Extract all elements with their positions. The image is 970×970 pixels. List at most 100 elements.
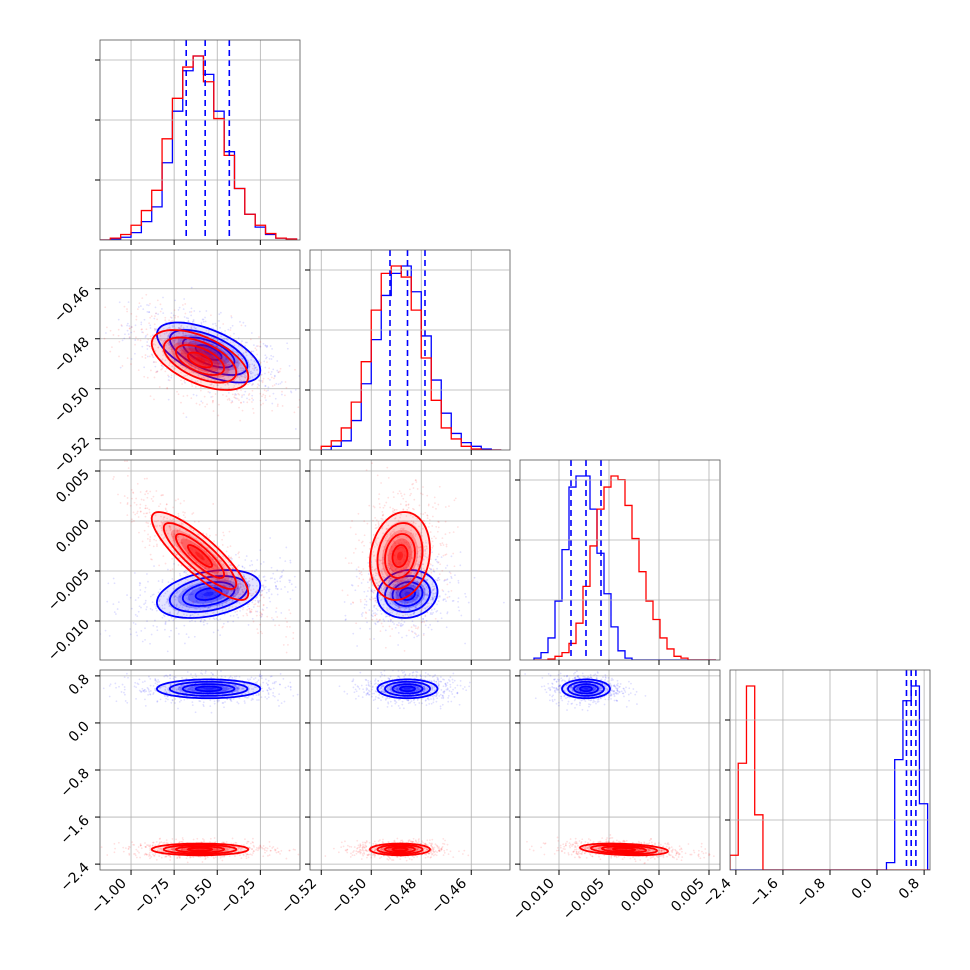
scatter-point bbox=[378, 585, 381, 587]
scatter-point bbox=[398, 582, 401, 585]
scatter-point bbox=[389, 568, 391, 570]
scatter-point bbox=[166, 351, 169, 354]
scatter-point bbox=[212, 410, 215, 412]
scatter-point bbox=[145, 293, 148, 296]
scatter-point bbox=[231, 401, 234, 403]
scatter-point bbox=[192, 357, 195, 360]
scatter-point bbox=[392, 585, 395, 588]
scatter-point bbox=[214, 351, 216, 354]
scatter-point bbox=[158, 604, 160, 606]
scatter-point bbox=[146, 620, 148, 623]
scatter-point bbox=[447, 590, 450, 593]
scatter-point bbox=[433, 608, 436, 610]
scatter-point bbox=[189, 547, 192, 549]
scatter-point bbox=[406, 543, 408, 546]
scatter-point bbox=[213, 540, 215, 543]
scatter-point bbox=[264, 585, 267, 588]
scatter-point bbox=[391, 563, 394, 566]
scatter-point bbox=[191, 365, 194, 368]
scatter-point bbox=[286, 342, 288, 345]
scatter-point bbox=[399, 558, 402, 561]
scatter-point bbox=[262, 690, 264, 693]
scatter-point bbox=[163, 516, 166, 518]
scatter-point bbox=[408, 555, 411, 558]
scatter-point bbox=[173, 309, 176, 312]
scatter-point bbox=[123, 495, 126, 497]
scatter-point bbox=[452, 552, 455, 555]
contour-blue bbox=[399, 587, 416, 601]
scatter-point bbox=[405, 607, 408, 610]
scatter-point bbox=[217, 369, 220, 372]
scatter-point bbox=[409, 541, 412, 544]
scatter-point bbox=[171, 358, 174, 361]
scatter-point bbox=[229, 329, 232, 332]
scatter-point bbox=[240, 389, 242, 392]
scatter-point bbox=[401, 611, 404, 614]
scatter-point bbox=[209, 605, 212, 608]
scatter-point bbox=[402, 614, 405, 617]
scatter-point bbox=[146, 537, 149, 540]
scatter-point bbox=[393, 554, 396, 557]
scatter-point bbox=[242, 591, 245, 594]
scatter-point bbox=[169, 611, 171, 614]
scatter-point bbox=[208, 355, 210, 358]
scatter-point bbox=[248, 585, 251, 587]
scatter-point bbox=[371, 566, 374, 568]
scatter-point bbox=[374, 597, 377, 600]
scatter-point bbox=[422, 618, 425, 620]
scatter-point bbox=[117, 601, 120, 604]
scatter-point bbox=[211, 379, 213, 381]
scatter-point bbox=[210, 368, 213, 371]
scatter-point bbox=[237, 345, 240, 347]
scatter-point bbox=[414, 522, 417, 525]
scatter-point bbox=[221, 604, 224, 607]
scatter-point bbox=[400, 568, 402, 571]
scatter-point bbox=[173, 325, 176, 327]
scatter-point bbox=[160, 364, 163, 367]
scatter-point bbox=[417, 546, 420, 549]
scatter-point bbox=[186, 573, 189, 576]
scatter-point bbox=[112, 478, 115, 480]
scatter-point bbox=[418, 595, 421, 598]
scatter-point bbox=[162, 312, 165, 314]
scatter-point bbox=[266, 697, 268, 700]
scatter-point bbox=[162, 327, 165, 330]
scatter-point bbox=[351, 584, 354, 587]
scatter-point bbox=[180, 522, 183, 524]
scatter-point bbox=[146, 333, 149, 336]
scatter-point bbox=[397, 554, 400, 557]
scatter-point bbox=[397, 547, 400, 550]
scatter-point bbox=[216, 339, 219, 342]
scatter-point bbox=[395, 508, 398, 511]
scatter-point bbox=[171, 350, 174, 353]
scatter-point bbox=[199, 389, 202, 392]
axes-frame bbox=[519, 459, 721, 661]
scatter-point bbox=[214, 596, 217, 599]
scatter-point bbox=[199, 586, 202, 589]
scatter-point bbox=[398, 606, 401, 608]
scatter-point bbox=[168, 619, 170, 622]
scatter-point bbox=[438, 573, 441, 576]
scatter-point bbox=[136, 482, 139, 485]
scatter-point bbox=[222, 625, 224, 628]
scatter-point bbox=[120, 324, 123, 326]
scatter-point bbox=[382, 607, 385, 609]
scatter-point bbox=[389, 553, 392, 555]
scatter-point bbox=[285, 651, 288, 654]
scatter-point bbox=[387, 620, 390, 623]
scatter-point bbox=[179, 502, 182, 505]
scatter-point bbox=[349, 526, 352, 529]
scatter-point bbox=[150, 497, 153, 500]
scatter-point bbox=[397, 519, 400, 522]
scatter-point bbox=[417, 634, 420, 637]
scatter-point bbox=[403, 541, 406, 544]
scatter-point bbox=[408, 557, 411, 560]
scatter-point bbox=[126, 502, 129, 504]
scatter-point bbox=[236, 361, 239, 364]
scatter-point bbox=[405, 531, 407, 534]
scatter-point bbox=[416, 604, 418, 607]
scatter-point bbox=[377, 522, 380, 525]
scatter-point bbox=[170, 374, 173, 377]
scatter-point bbox=[223, 578, 226, 581]
scatter-point bbox=[410, 492, 412, 495]
